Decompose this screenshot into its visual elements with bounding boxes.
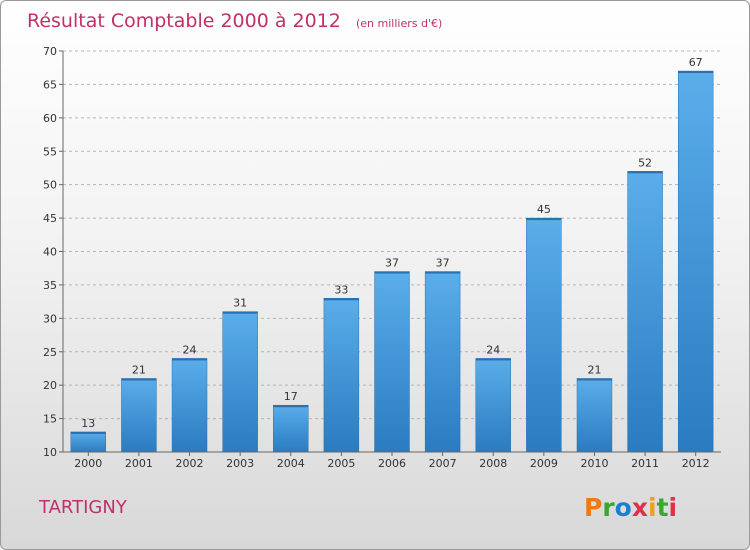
bar [70,431,107,453]
bar [526,217,562,453]
x-tick-label: 2009 [530,457,558,470]
commune-name: TARTIGNY [38,497,128,518]
bar-cap [526,218,562,221]
data-label: 24 [486,343,500,356]
chart-title-main: Résultat Comptable 2000 à 2012 [27,10,341,32]
bar-cap [172,358,208,361]
x-tick-label: 2001 [125,457,153,470]
y-tick-label: 25 [43,346,57,359]
logo-letter: P [584,493,602,522]
logo-letter: i [648,493,657,522]
data-label: 21 [587,363,601,376]
data-label: 52 [638,156,652,169]
data-label: 21 [132,363,146,376]
x-tick-label: 2000 [74,457,102,470]
data-label: 17 [284,390,298,403]
logo-letter: x [632,493,648,522]
y-tick-label: 55 [43,145,57,158]
x-tick-label: 2006 [378,457,406,470]
y-tick-label: 35 [43,279,57,292]
data-label: 67 [689,56,703,69]
x-tick-label: 2011 [631,457,659,470]
x-tick-label: 2003 [226,457,254,470]
data-label: 37 [385,257,399,270]
bar [374,271,410,453]
y-tick-label: 10 [43,446,57,459]
logo-letter: i [669,493,678,522]
bar [273,404,309,453]
bar-cap [70,431,106,434]
y-tick-label: 20 [43,379,57,392]
x-tick-label: 2012 [682,457,710,470]
bar [475,358,511,453]
data-label: 45 [537,203,551,216]
x-tick-label: 2008 [479,457,507,470]
y-tick-label: 70 [43,45,57,58]
axes: 10 15 20 25 30 35 40 45 50 55 60 65 70 2000 2001 2002 20… [43,45,721,470]
x-tick-label: 2005 [327,457,355,470]
chart-title-unit: (en milliers d'€) [356,17,442,30]
logo-letter: o [615,493,632,522]
data-label: 24 [183,343,197,356]
bar [627,171,663,453]
bar-cap [627,171,663,174]
bar-cap [121,378,157,381]
y-tick-label: 50 [43,179,57,192]
y-tick-label: 60 [43,112,57,125]
data-label: 31 [233,297,247,310]
bar [323,298,360,453]
logo-letter: r [602,493,615,522]
bar [424,271,461,453]
bar [222,311,258,453]
proxiti-logo: Proxiti [584,493,677,522]
chart-title: Résultat Comptable 2000 à 2012 (en milli… [27,10,442,32]
data-label: 37 [436,257,450,270]
x-tick-label: 2002 [176,457,204,470]
x-tick-label: 2007 [429,457,457,470]
y-tick-label: 45 [43,212,57,225]
bar-cap [374,271,410,274]
bar-cap [273,405,309,408]
y-tick-label: 40 [43,246,57,259]
bar-cap [678,71,714,74]
bars: 13 21 24 31 17 33 37 37 24 45 21 52 67 [70,56,714,453]
data-label: 13 [81,417,95,430]
x-tick-label: 2010 [580,457,608,470]
bar-cap [323,298,359,301]
bar [677,70,714,453]
bar [576,378,613,453]
y-tick-label: 65 [43,78,57,91]
bar [171,358,208,453]
bar-cap [222,311,258,314]
bar-cap [475,358,511,361]
data-label: 33 [334,283,348,296]
bar-cap [576,378,612,381]
logo-letter: t [657,493,669,522]
y-tick-label: 30 [43,312,57,325]
x-tick-label: 2004 [277,457,305,470]
y-tick-label: 15 [43,413,57,426]
bar [121,378,157,453]
bar-cap [425,271,461,274]
